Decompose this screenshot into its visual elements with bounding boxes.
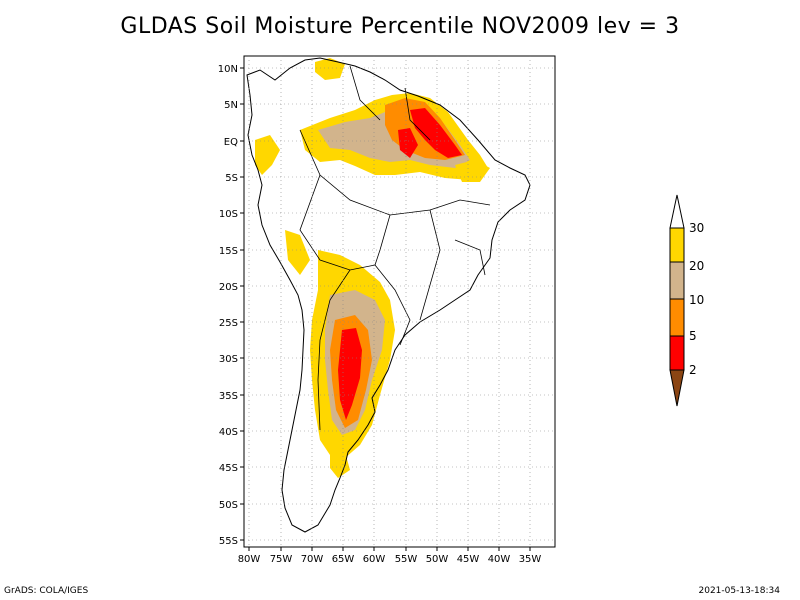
- lon-tick-label: 70W: [301, 554, 324, 565]
- lon-tick-label: 55W: [395, 554, 418, 565]
- lat-tick-label: 35S: [219, 391, 238, 402]
- map-title: GLDAS Soil Moisture Percentile NOV2009 l…: [120, 14, 680, 39]
- patch-yellow-south-tip: [330, 452, 350, 478]
- lat-tick-label: 55S: [219, 536, 238, 547]
- lon-tick-label: 40W: [488, 554, 511, 565]
- patch-red-north: [410, 108, 462, 158]
- country-borders: [299, 65, 491, 431]
- lat-tick-label: EQ: [224, 137, 238, 148]
- lat-tick-label: 20S: [219, 282, 238, 293]
- lon-tick-label: 80W: [238, 554, 261, 565]
- lat-tick-label: 50S: [219, 500, 238, 511]
- legend: 30 20 10 5 2: [669, 194, 704, 407]
- legend-label-30: 30: [689, 221, 704, 235]
- legend-label-5: 5: [689, 329, 697, 343]
- patch-yellow-andes: [285, 230, 310, 275]
- lat-tick-label: 45S: [219, 463, 238, 474]
- lat-tick-label: 15S: [219, 246, 238, 257]
- lon-tick-label: 60W: [363, 554, 386, 565]
- patch-yellow-west: [255, 135, 280, 175]
- lat-tick-label: 10S: [219, 209, 238, 220]
- lat-tick-label: 30S: [219, 354, 238, 365]
- longitude-labels: 80W 75W 70W 65W 60W 55W 50W 45W 40W 35W: [238, 554, 542, 565]
- footer-timestamp: 2021-05-13-18:34: [698, 586, 781, 596]
- legend-arrow-top: [669, 194, 685, 229]
- legend-box-10-20: [669, 261, 685, 300]
- lat-tick-label: 10N: [218, 64, 238, 75]
- patch-yellow-east: [455, 160, 490, 182]
- lon-tick-label: 75W: [270, 554, 293, 565]
- legend-box-20-30: [669, 227, 685, 263]
- latitude-labels: 10N 5N EQ 5S 10S 15S 20S 25S 30S 35S 40S 45S 50S 55S: [218, 64, 238, 547]
- legend-label-2: 2: [689, 363, 697, 377]
- lon-tick-label: 65W: [332, 554, 355, 565]
- lat-tick-label: 40S: [219, 427, 238, 438]
- patch-red-north-2: [398, 128, 418, 158]
- legend-label-20: 20: [689, 259, 704, 273]
- lon-tick-label: 35W: [519, 554, 542, 565]
- legend-arrow-bottom: [669, 369, 685, 407]
- lat-tick-label: 5N: [224, 100, 238, 111]
- soil-moisture-patches: [255, 58, 490, 478]
- legend-box-2-5: [669, 335, 685, 371]
- footer-credit: GrADS: COLA/IGES: [4, 586, 89, 596]
- patch-red-south: [338, 328, 362, 420]
- patch-yellow-colombia: [315, 58, 345, 80]
- grid-lines: [240, 56, 555, 551]
- legend-box-5-10: [669, 298, 685, 337]
- lat-tick-label: 25S: [219, 318, 238, 329]
- lon-tick-label: 50W: [426, 554, 449, 565]
- lon-tick-label: 45W: [457, 554, 480, 565]
- lat-tick-label: 5S: [225, 173, 238, 184]
- continent-outline: [246, 57, 531, 533]
- legend-label-10: 10: [689, 293, 704, 307]
